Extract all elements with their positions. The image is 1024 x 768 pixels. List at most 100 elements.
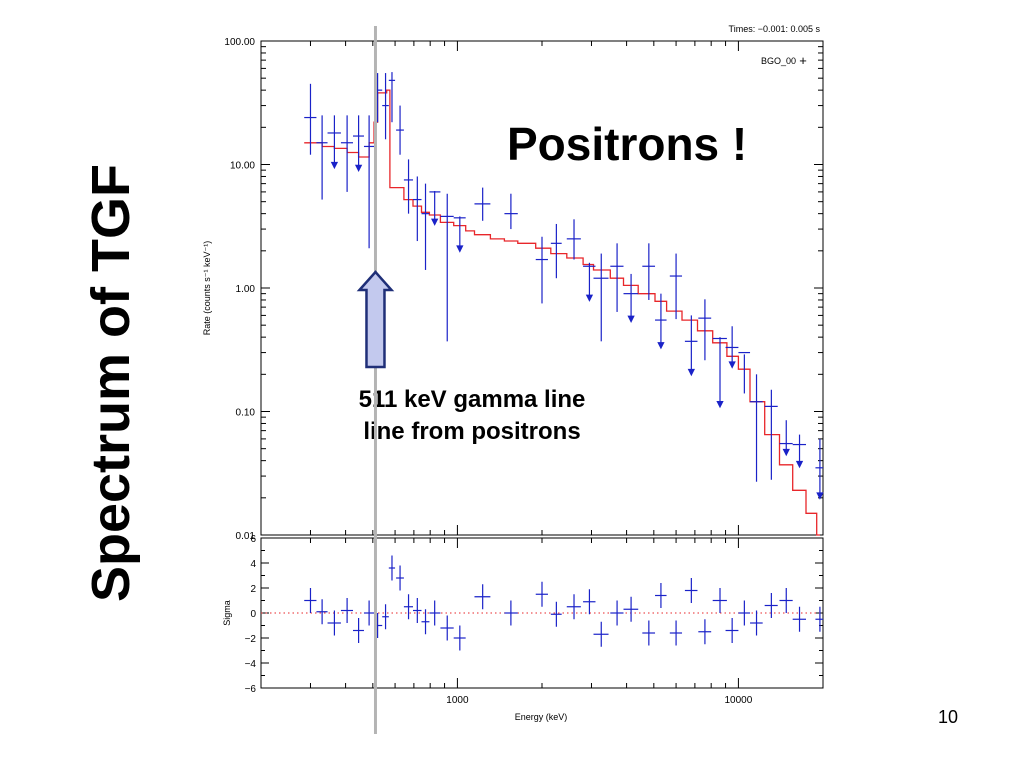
annotation-511-kev: 511 keV gamma line line from positrons [326,384,618,448]
residual-point [750,610,763,636]
upper-limit-arrow [657,342,665,350]
residual-point [725,618,739,643]
data-point [316,115,328,200]
residuals-points-group [304,555,823,651]
data-point [815,438,824,500]
residual-point [474,584,491,610]
data-point [550,223,562,279]
upper-limit-arrow [431,218,439,226]
sigma-tick-label: 6 [250,534,256,545]
residual-point [610,600,624,626]
sigma-tick-label: −2 [245,634,257,645]
x-tick-label: 10000 [725,695,753,706]
annotation-line-2: line from positrons [363,418,581,445]
residual-point [535,581,548,607]
y-axis-label: Rate (counts s⁻¹ keV⁻¹) [202,241,212,336]
upper-limit-arrow [816,492,824,500]
data-point [684,315,698,377]
residual-point [698,619,712,645]
residual-point [623,596,639,622]
data-point [421,183,430,270]
residual-point [413,598,422,623]
upper-limit-arrow [627,315,635,323]
data-point [698,299,712,361]
legend-label: BGO_00 [761,56,796,66]
upper-limit-arrow [795,460,804,469]
sigma-axis-label: Sigma [222,600,232,626]
residual-point [583,589,596,615]
residual-point [453,625,466,651]
marker-511-group [356,26,395,734]
data-point [593,253,609,342]
residual-point [566,594,581,620]
y-tick-label: 0.01 [236,531,256,542]
data-point [429,191,441,226]
residual-point [327,610,341,636]
data-point [304,83,317,155]
data-point [642,243,656,300]
residual-point [382,604,389,630]
residual-point [403,594,414,620]
data-point [403,159,414,214]
residual-point [764,593,778,618]
data-point [655,293,667,350]
data-point [388,72,396,123]
spectrum-axes-ticks: 100.00 10.00 1.00 0.10 0.01 [224,37,824,542]
residual-point [388,555,396,581]
upper-limit-arrow [716,400,724,409]
sigma-tick-label: 4 [250,559,256,570]
data-point [583,262,596,302]
residual-point [792,606,807,632]
data-point [327,115,341,170]
data-point [382,73,389,140]
data-point [669,253,683,320]
residual-point [316,599,328,625]
residual-point [712,588,727,613]
times-label: Times: −0.001: 0.005 s [729,24,821,34]
spectrum-points-group [304,72,824,500]
data-point [352,115,364,173]
residual-point [304,588,317,613]
up-arrow-icon [356,270,395,369]
data-point [340,115,353,192]
page-number: 10 [938,707,959,727]
annotation-line-1: 511 keV gamma line [358,386,586,413]
upper-limit-arrow [585,294,594,302]
data-point [396,105,404,155]
residual-point [669,620,683,646]
y-tick-label: 10.00 [230,161,255,172]
residual-point [779,588,793,613]
data-point [413,176,422,242]
residuals-axes-ticks: 6 4 2 0 −2 −4 −6 1000 10000 [245,534,824,706]
data-point [474,187,491,221]
sigma-tick-label: −4 [245,659,257,670]
data-point [363,115,375,249]
data-point [440,193,454,342]
residual-point [352,618,364,643]
residual-point [684,578,698,603]
data-point [738,351,751,394]
residual-point [655,583,667,608]
data-point [779,420,793,457]
upper-limit-arrow [456,245,464,253]
y-tick-label: 1.00 [236,284,256,295]
upper-limit-arrow [728,361,736,369]
sigma-tick-label: 2 [250,584,256,595]
positrons-headline: Positrons ! [507,118,748,170]
sigma-tick-label: 0 [250,609,256,620]
residual-point [340,598,353,623]
upper-limit-arrow [687,368,695,377]
data-point [792,434,807,469]
residual-point [738,600,751,626]
residual-point [440,615,454,641]
sigma-tick-label: −6 [245,684,257,695]
data-point [725,326,739,369]
upper-limit-arrow [330,161,339,170]
upper-limit-arrow [782,448,790,457]
data-point [712,337,727,409]
data-point [610,243,624,312]
data-point [535,236,548,304]
residual-point [504,600,518,626]
residual-point [396,565,404,591]
y-tick-label: 0.10 [236,408,256,419]
